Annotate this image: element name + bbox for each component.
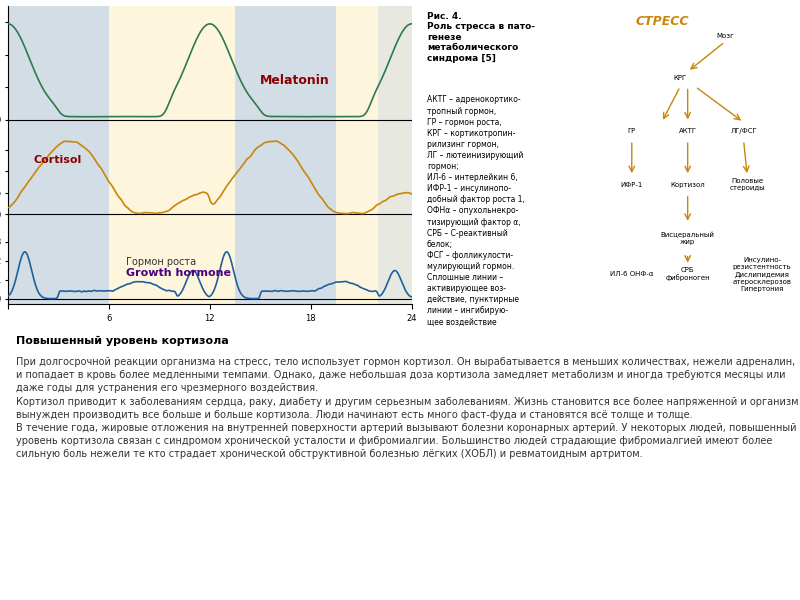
Bar <box>8 223 109 304</box>
Text: Повышенный уровень кортизола: Повышенный уровень кортизола <box>16 336 229 346</box>
Bar <box>378 223 412 304</box>
Text: Мозг: Мозг <box>716 33 734 39</box>
Text: Melatonin: Melatonin <box>260 74 330 87</box>
Text: Висцеральный
жир: Висцеральный жир <box>661 232 714 245</box>
Bar <box>8 128 109 223</box>
Bar <box>235 128 336 223</box>
Text: Инсулино-
резистентность
Дислипидемия
атеросклерозов
Гипертония: Инсулино- резистентность Дислипидемия ат… <box>733 257 792 292</box>
Text: АКТГ: АКТГ <box>678 128 697 134</box>
Text: Cortisol: Cortisol <box>34 155 82 164</box>
Text: Рис. 4.
Роль стресса в пато-
генезе
метаболического
синдрома [5]: Рис. 4. Роль стресса в пато- генезе мета… <box>427 12 535 62</box>
Bar <box>378 6 412 128</box>
Text: Половые
стероиды: Половые стероиды <box>730 178 765 191</box>
Text: ИЛ-6 ОНФ-α: ИЛ-6 ОНФ-α <box>610 271 654 277</box>
Text: ИФР-1: ИФР-1 <box>621 182 643 188</box>
Bar <box>235 6 336 128</box>
Text: При долгосрочной реакции организма на стресс, тело использует гормон кортизол. О: При долгосрочной реакции организма на ст… <box>16 357 798 460</box>
Bar <box>378 128 412 223</box>
Text: КРГ: КРГ <box>674 74 686 80</box>
Text: Гормон роста: Гормон роста <box>126 257 196 266</box>
Text: СТРЕСС: СТРЕСС <box>635 15 689 28</box>
Text: Growth hormone: Growth hormone <box>126 268 230 278</box>
Bar <box>8 6 109 128</box>
Text: ГР: ГР <box>628 128 636 134</box>
Text: СРБ
фиброноген: СРБ фиброноген <box>666 268 710 281</box>
Text: АКТГ – адренокортико-
тропный гормон,
ГР – гормон роста,
КРГ – кортикотропин-
ри: АКТГ – адренокортико- тропный гормон, ГР… <box>427 95 525 326</box>
Text: Кортизол: Кортизол <box>670 182 705 188</box>
Bar <box>235 223 336 304</box>
Text: ЛГ/ФСГ: ЛГ/ФСГ <box>730 128 757 134</box>
